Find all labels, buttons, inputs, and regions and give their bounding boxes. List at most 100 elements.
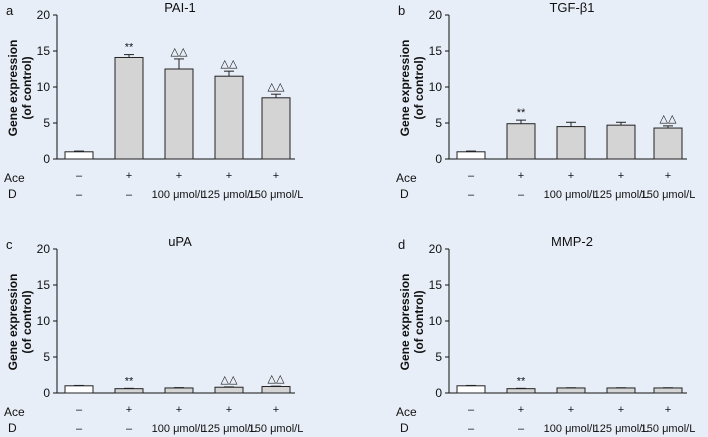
- bar: [114, 388, 144, 394]
- panel-title: PAI-1: [164, 0, 196, 15]
- y-axis-label-line: (of control): [412, 56, 426, 119]
- d-condition: –: [468, 189, 475, 201]
- ace-condition: +: [273, 404, 279, 416]
- y-tick-label: 10: [37, 314, 51, 328]
- d-condition: –: [468, 423, 475, 435]
- y-tick-label: 0: [435, 152, 442, 166]
- ace-condition: +: [226, 170, 232, 182]
- significance-marker: △△: [268, 81, 285, 93]
- bar: [64, 151, 94, 160]
- row-label-d: D: [400, 421, 409, 435]
- y-axis-label-line: (of control): [20, 56, 34, 119]
- d-condition: –: [518, 423, 525, 435]
- d-condition: 150 μmol/L: [641, 423, 696, 435]
- row-label-ace: Ace: [4, 405, 25, 419]
- d-condition: 100 μmol/L: [544, 189, 599, 201]
- ace-condition: +: [518, 170, 524, 182]
- y-axis-label-line: Gene expression: [398, 274, 412, 371]
- bar: [556, 126, 586, 160]
- d-condition: –: [76, 423, 83, 435]
- y-axis-label-line: Gene expression: [6, 40, 20, 137]
- ace-condition: +: [176, 170, 182, 182]
- y-tick-label: 15: [37, 278, 51, 292]
- d-condition: 125 μmol/L: [202, 189, 257, 201]
- row-label-d: D: [400, 187, 409, 201]
- panel-c: c uPA Gene expression (of control) 0 5 10 15 20 *…: [4, 234, 303, 435]
- panel-letter: c: [6, 237, 13, 252]
- y-tick-label: 15: [37, 44, 51, 58]
- y-tick-label: 20: [429, 8, 443, 22]
- y-tick-label: 10: [429, 80, 443, 94]
- significance-marker: **: [125, 375, 134, 387]
- bar: [506, 388, 536, 394]
- bar: [653, 127, 683, 160]
- significance-marker: **: [517, 107, 526, 119]
- bar: [606, 124, 636, 160]
- d-condition: 125 μmol/L: [594, 423, 649, 435]
- panel-letter: d: [398, 237, 405, 252]
- row-label-d: D: [8, 187, 17, 201]
- ace-condition: +: [618, 404, 624, 416]
- d-condition: –: [518, 189, 525, 201]
- bar: [261, 97, 291, 160]
- d-condition: 125 μmol/L: [202, 423, 257, 435]
- bar: [506, 123, 536, 160]
- y-tick-label: 0: [435, 386, 442, 400]
- bar: [164, 387, 194, 394]
- significance-marker: △△: [268, 373, 285, 385]
- y-tick-label: 0: [43, 386, 50, 400]
- panel-title: MMP-2: [551, 234, 593, 249]
- significance-marker: △△: [171, 46, 188, 58]
- ace-condition: –: [76, 404, 83, 416]
- ace-condition: +: [665, 170, 671, 182]
- y-tick-label: 5: [43, 350, 50, 364]
- y-axis-label-line: (of control): [412, 290, 426, 353]
- panel-letter: a: [6, 3, 14, 18]
- ace-condition: +: [226, 404, 232, 416]
- y-tick-label: 5: [43, 116, 50, 130]
- panel-title: TGF-β1: [549, 0, 594, 15]
- ace-condition: +: [273, 170, 279, 182]
- ace-condition: +: [665, 404, 671, 416]
- ace-condition: +: [618, 170, 624, 182]
- y-axis-label-line: (of control): [20, 290, 34, 353]
- y-tick-label: 20: [37, 242, 51, 256]
- y-tick-label: 5: [435, 350, 442, 364]
- ace-condition: –: [468, 170, 475, 182]
- significance-marker: △△: [221, 374, 238, 386]
- row-label-ace: Ace: [396, 171, 417, 185]
- d-condition: 150 μmol/L: [249, 423, 304, 435]
- y-tick-label: 5: [435, 116, 442, 130]
- row-label-ace: Ace: [396, 405, 417, 419]
- bar: [456, 385, 486, 394]
- significance-marker: △△: [221, 58, 238, 70]
- y-tick-label: 0: [43, 152, 50, 166]
- d-condition: 100 μmol/L: [544, 423, 599, 435]
- y-tick-label: 20: [37, 8, 51, 22]
- ace-condition: +: [176, 404, 182, 416]
- y-axis-label-line: Gene expression: [398, 40, 412, 137]
- significance-marker: **: [125, 42, 134, 54]
- d-condition: 150 μmol/L: [641, 189, 696, 201]
- panel-d: d MMP-2 Gene expression (of control) 0 5 10 15 2…: [396, 234, 695, 435]
- ace-condition: –: [468, 404, 475, 416]
- ace-condition: +: [126, 170, 132, 182]
- y-tick-label: 10: [37, 80, 51, 94]
- significance-marker: △△: [660, 113, 677, 125]
- bar: [261, 386, 291, 394]
- ace-condition: +: [568, 404, 574, 416]
- y-tick-label: 10: [429, 314, 443, 328]
- panel-title: uPA: [168, 234, 192, 249]
- bar: [214, 386, 244, 394]
- significance-marker: **: [517, 375, 526, 387]
- panel-b: b TGF-β1 Gene expression (of control) 0 5 10 15…: [396, 0, 695, 201]
- d-condition: 100 μmol/L: [152, 189, 207, 201]
- d-condition: 125 μmol/L: [594, 189, 649, 201]
- y-axis-label-line: Gene expression: [6, 274, 20, 371]
- bar: [653, 387, 683, 394]
- bar: [64, 385, 94, 394]
- row-label-ace: Ace: [4, 171, 25, 185]
- ace-condition: +: [518, 404, 524, 416]
- y-tick-label: 15: [429, 278, 443, 292]
